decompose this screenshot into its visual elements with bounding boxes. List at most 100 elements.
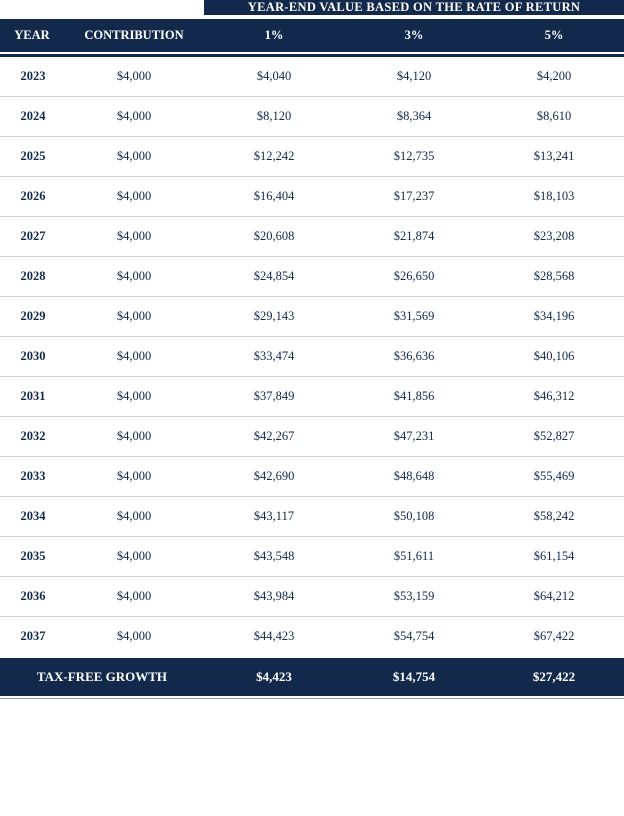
header-spacer	[0, 0, 204, 17]
cell-5pct: $4,200	[484, 57, 624, 97]
cell-contribution: $4,000	[64, 97, 204, 137]
cell-3pct: $12,735	[344, 137, 484, 177]
table-row: 2035$4,000$43,548$51,611$61,154	[0, 537, 624, 577]
cell-5pct: $8,610	[484, 97, 624, 137]
footer-underline	[0, 696, 624, 698]
table-footer: TAX-FREE GROWTH $4,423 $14,754 $27,422	[0, 657, 624, 698]
cell-5pct: $28,568	[484, 257, 624, 297]
table-row: 2024$4,000$8,120$8,364$8,610	[0, 97, 624, 137]
cell-1pct: $24,854	[204, 257, 344, 297]
table-row: 2027$4,000$20,608$21,874$23,208	[0, 217, 624, 257]
cell-5pct: $34,196	[484, 297, 624, 337]
table-row: 2034$4,000$43,117$50,108$58,242	[0, 497, 624, 537]
cell-year: 2036	[0, 577, 64, 617]
cell-3pct: $31,569	[344, 297, 484, 337]
header-banner: YEAR-END VALUE BASED ON THE RATE OF RETU…	[204, 0, 624, 17]
cell-5pct: $13,241	[484, 137, 624, 177]
cell-contribution: $4,000	[64, 257, 204, 297]
cell-5pct: $46,312	[484, 377, 624, 417]
cell-contribution: $4,000	[64, 297, 204, 337]
cell-5pct: $52,827	[484, 417, 624, 457]
cell-3pct: $51,611	[344, 537, 484, 577]
cell-3pct: $21,874	[344, 217, 484, 257]
cell-1pct: $43,548	[204, 537, 344, 577]
table-row: 2031$4,000$37,849$41,856$46,312	[0, 377, 624, 417]
cell-3pct: $47,231	[344, 417, 484, 457]
cell-3pct: $41,856	[344, 377, 484, 417]
table-body: 2023$4,000$4,040$4,120$4,2002024$4,000$8…	[0, 57, 624, 657]
cell-1pct: $43,984	[204, 577, 344, 617]
footer-val-5pct: $27,422	[484, 657, 624, 696]
cell-contribution: $4,000	[64, 537, 204, 577]
footer-label: TAX-FREE GROWTH	[0, 657, 204, 696]
cell-1pct: $42,267	[204, 417, 344, 457]
col-year: YEAR	[0, 17, 64, 53]
cell-year: 2037	[0, 617, 64, 658]
cell-5pct: $58,242	[484, 497, 624, 537]
cell-contribution: $4,000	[64, 57, 204, 97]
table-row: 2025$4,000$12,242$12,735$13,241	[0, 137, 624, 177]
cell-3pct: $36,636	[344, 337, 484, 377]
cell-contribution: $4,000	[64, 377, 204, 417]
cell-3pct: $50,108	[344, 497, 484, 537]
cell-year: 2026	[0, 177, 64, 217]
cell-1pct: $12,242	[204, 137, 344, 177]
table-row: 2026$4,000$16,404$17,237$18,103	[0, 177, 624, 217]
cell-3pct: $4,120	[344, 57, 484, 97]
cell-3pct: $26,650	[344, 257, 484, 297]
cell-3pct: $17,237	[344, 177, 484, 217]
cell-3pct: $8,364	[344, 97, 484, 137]
cell-3pct: $48,648	[344, 457, 484, 497]
cell-year: 2028	[0, 257, 64, 297]
cell-1pct: $33,474	[204, 337, 344, 377]
cell-1pct: $16,404	[204, 177, 344, 217]
cell-contribution: $4,000	[64, 417, 204, 457]
cell-year: 2023	[0, 57, 64, 97]
cell-5pct: $40,106	[484, 337, 624, 377]
cell-year: 2032	[0, 417, 64, 457]
cell-1pct: $20,608	[204, 217, 344, 257]
cell-5pct: $64,212	[484, 577, 624, 617]
table-row: 2033$4,000$42,690$48,648$55,469	[0, 457, 624, 497]
table-row: 2030$4,000$33,474$36,636$40,106	[0, 337, 624, 377]
cell-5pct: $61,154	[484, 537, 624, 577]
table-header: YEAR-END VALUE BASED ON THE RATE OF RETU…	[0, 0, 624, 57]
cell-contribution: $4,000	[64, 457, 204, 497]
cell-year: 2030	[0, 337, 64, 377]
cell-year: 2025	[0, 137, 64, 177]
footer-val-1pct: $4,423	[204, 657, 344, 696]
cell-1pct: $42,690	[204, 457, 344, 497]
cell-1pct: $4,040	[204, 57, 344, 97]
cell-1pct: $44,423	[204, 617, 344, 658]
col-3pct: 3%	[344, 17, 484, 53]
cell-1pct: $29,143	[204, 297, 344, 337]
cell-1pct: $37,849	[204, 377, 344, 417]
cell-contribution: $4,000	[64, 497, 204, 537]
cell-year: 2034	[0, 497, 64, 537]
cell-contribution: $4,000	[64, 137, 204, 177]
rate-of-return-table: YEAR-END VALUE BASED ON THE RATE OF RETU…	[0, 0, 624, 699]
cell-contribution: $4,000	[64, 217, 204, 257]
cell-contribution: $4,000	[64, 577, 204, 617]
cell-contribution: $4,000	[64, 617, 204, 658]
cell-contribution: $4,000	[64, 177, 204, 217]
col-1pct: 1%	[204, 17, 344, 53]
col-5pct: 5%	[484, 17, 624, 53]
cell-3pct: $53,159	[344, 577, 484, 617]
cell-year: 2031	[0, 377, 64, 417]
table-row: 2028$4,000$24,854$26,650$28,568	[0, 257, 624, 297]
cell-5pct: $67,422	[484, 617, 624, 658]
cell-year: 2027	[0, 217, 64, 257]
cell-3pct: $54,754	[344, 617, 484, 658]
cell-year: 2033	[0, 457, 64, 497]
table-row: 2032$4,000$42,267$47,231$52,827	[0, 417, 624, 457]
cell-5pct: $23,208	[484, 217, 624, 257]
cell-year: 2024	[0, 97, 64, 137]
cell-year: 2029	[0, 297, 64, 337]
cell-year: 2035	[0, 537, 64, 577]
table-row: 2029$4,000$29,143$31,569$34,196	[0, 297, 624, 337]
table-row: 2036$4,000$43,984$53,159$64,212	[0, 577, 624, 617]
table-row: 2037$4,000$44,423$54,754$67,422	[0, 617, 624, 658]
col-contribution: CONTRIBUTION	[64, 17, 204, 53]
cell-1pct: $43,117	[204, 497, 344, 537]
